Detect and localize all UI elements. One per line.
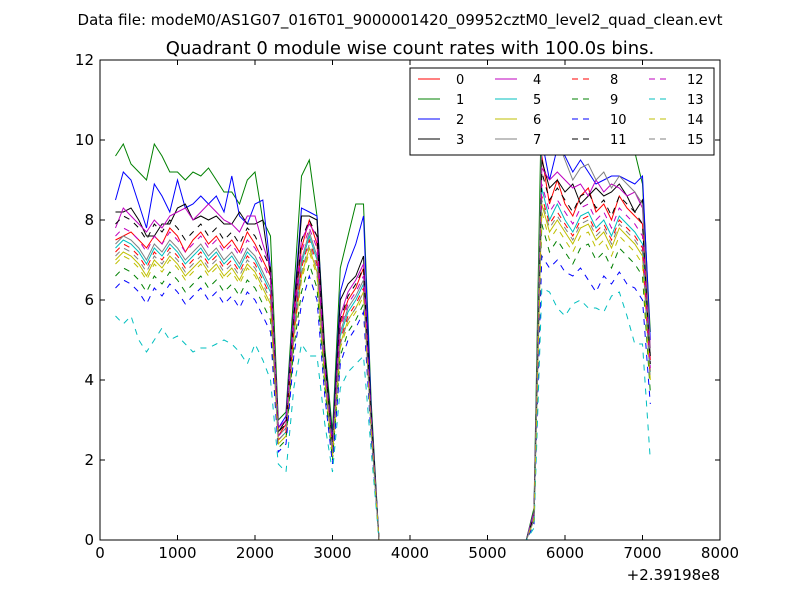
legend-label-3: 3 <box>456 133 464 148</box>
legend-label-15: 15 <box>687 133 704 148</box>
x-tick-label: 5000 <box>468 544 506 562</box>
legend-label-8: 8 <box>610 73 618 88</box>
x-tick-label: 6000 <box>546 544 584 562</box>
y-tick-label: 4 <box>84 371 94 389</box>
x-tick-label: 2000 <box>236 544 274 562</box>
legend-box <box>409 67 715 156</box>
y-tick-label: 8 <box>84 211 94 229</box>
y-tick-label: 12 <box>75 51 94 69</box>
legend-label-12: 12 <box>687 73 704 88</box>
x-tick-label: 7000 <box>623 544 661 562</box>
y-tick-label: 2 <box>84 451 94 469</box>
legend-label-5: 5 <box>533 93 541 108</box>
y-tick-label: 0 <box>84 531 94 549</box>
legend-label-0: 0 <box>456 73 464 88</box>
legend-label-4: 4 <box>533 73 541 88</box>
x-tick-label: 1000 <box>158 544 196 562</box>
y-tick-label: 10 <box>75 131 94 149</box>
legend-label-11: 11 <box>610 133 627 148</box>
legend-label-1: 1 <box>456 93 464 108</box>
legend-label-6: 6 <box>533 113 541 128</box>
legend-label-10: 10 <box>610 113 627 128</box>
x-tick-label: 8000 <box>701 544 739 562</box>
chart-title: Quadrant 0 module wise count rates with … <box>166 38 655 59</box>
y-tick-label: 6 <box>84 291 94 309</box>
series-line-10 <box>115 254 651 541</box>
legend-label-13: 13 <box>687 93 704 108</box>
series-line-9 <box>115 223 651 541</box>
legend-label-9: 9 <box>610 93 618 108</box>
x-tick-label: 4000 <box>391 544 429 562</box>
axes-layer: 0 1000 2000 3000 4000 5000 6000 7000 80000246810… <box>75 51 739 562</box>
legend-label-7: 7 <box>533 133 541 148</box>
x-offset-label: +2.39198e8 <box>627 566 720 584</box>
x-tick-label: 0 <box>95 544 105 562</box>
chart-suptitle: Data file: modeM0/AS1G07_016T01_90000014… <box>78 11 723 30</box>
legend-label-2: 2 <box>456 113 464 128</box>
legend-label-14: 14 <box>687 113 704 128</box>
series-line-14 <box>115 211 651 541</box>
x-tick-label: 3000 <box>313 544 351 562</box>
